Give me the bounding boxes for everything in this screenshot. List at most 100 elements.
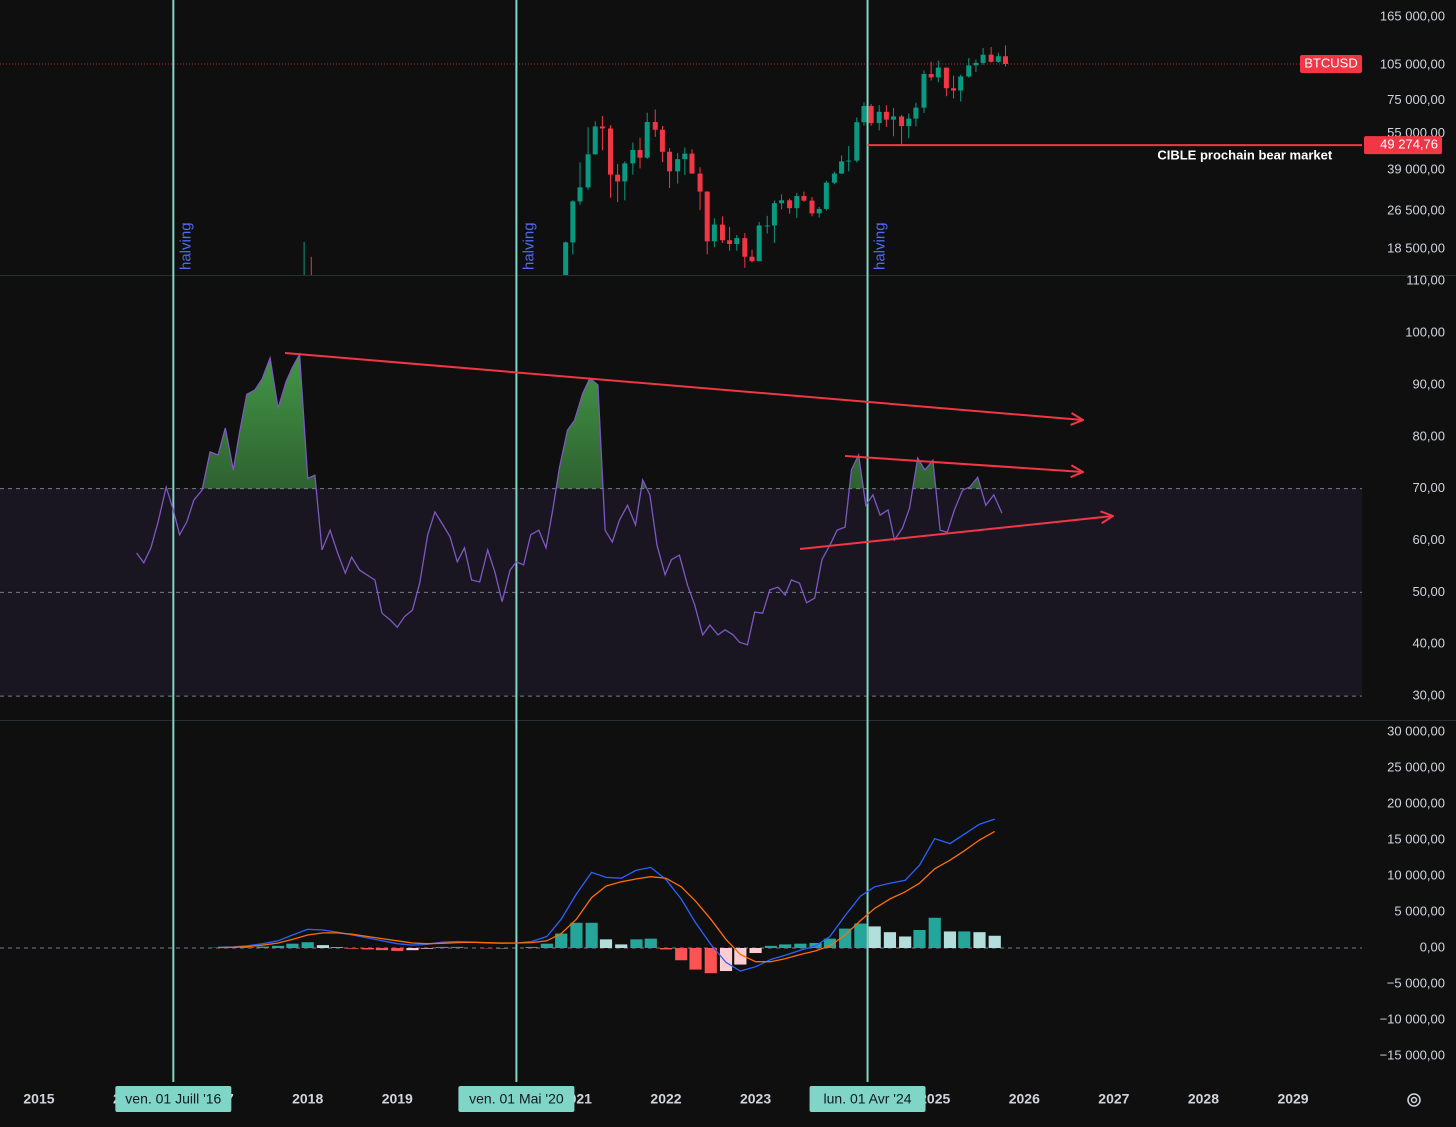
y-tick-label: −15 000,00 [1380, 1047, 1445, 1062]
candle-body [742, 238, 748, 257]
y-tick-label: 18 500,00 [1387, 240, 1445, 255]
histogram-bar [973, 932, 986, 949]
x-tick-label: 2022 [650, 1091, 681, 1107]
target-text: CIBLE prochain bear market [1157, 148, 1332, 163]
candle-body [787, 200, 793, 209]
histogram-bar [630, 939, 643, 949]
histogram-bar [570, 922, 583, 949]
settings-gear-hub[interactable] [1410, 1096, 1418, 1104]
date-badge-label: ven. 01 Juill '16 [125, 1091, 221, 1107]
candle-body [928, 74, 934, 78]
y-tick-label: 75 000,00 [1387, 92, 1445, 107]
histogram-bar [525, 946, 538, 949]
y-tick-label: 50,00 [1412, 584, 1445, 599]
candle-body [630, 149, 636, 164]
candle-body [794, 196, 800, 209]
trend-line [799, 516, 1113, 550]
y-tick-label: 30 000,00 [1387, 723, 1445, 738]
candle-body [749, 256, 755, 262]
candle-body [868, 106, 874, 124]
x-tick-label: 2015 [23, 1091, 54, 1107]
candle-body [854, 122, 860, 161]
y-tick-label: 60,00 [1412, 532, 1445, 547]
date-badge-label: ven. 01 Mai '20 [469, 1091, 564, 1107]
y-tick-label: −10 000,00 [1380, 1011, 1445, 1026]
candle-body [823, 182, 829, 209]
histogram-bar [391, 948, 404, 951]
settings-gear[interactable] [1407, 1093, 1421, 1107]
x-tick-label: 2028 [1188, 1091, 1219, 1107]
y-tick-label: 100,00 [1405, 325, 1445, 340]
histogram-bar [331, 947, 344, 949]
candle-body [570, 201, 576, 243]
rsi-line [136, 352, 1003, 646]
candle-body [951, 88, 957, 91]
x-tick-label: 2023 [740, 1091, 771, 1107]
halving-label: halving [177, 222, 194, 270]
candle-body [771, 203, 777, 226]
y-tick-label: 39 000,00 [1387, 161, 1445, 176]
y-tick-label: −5 000,00 [1387, 975, 1445, 990]
histogram-bar [451, 946, 464, 949]
histogram-bar [854, 923, 867, 949]
x-tick-label: 2027 [1098, 1091, 1129, 1107]
candle-body [756, 225, 762, 262]
candle-body [801, 196, 807, 201]
y-tick-label: 15 000,00 [1387, 831, 1445, 846]
histogram-bar [689, 948, 702, 970]
histogram-bar [899, 936, 912, 949]
y-tick-label: 110,00 [1406, 273, 1445, 288]
candle-body [659, 129, 665, 152]
candle-body [719, 224, 725, 241]
x-tick-label: 2026 [1009, 1091, 1040, 1107]
y-tick-label: 80,00 [1412, 428, 1445, 443]
target-label: 49 274,76 [1380, 137, 1438, 152]
histogram-bar [988, 935, 1001, 949]
histogram-bar [704, 948, 717, 974]
halving-label: halving [872, 222, 889, 270]
y-tick-label: 5 000,00 [1394, 903, 1445, 918]
candle-body [779, 200, 785, 204]
histogram-bar [644, 938, 657, 949]
date-badge [809, 1086, 926, 1112]
candle-body [711, 224, 717, 242]
candle-body [891, 116, 897, 120]
y-tick-label: 70,00 [1412, 480, 1445, 495]
candle-body [839, 161, 845, 174]
histogram-bar [958, 931, 971, 949]
overbought-area [165, 354, 981, 489]
candle-body [704, 191, 710, 242]
settings-icon[interactable] [1407, 1093, 1421, 1107]
histogram-bar [346, 948, 359, 949]
candle-body [883, 111, 889, 120]
halving-label: halving [520, 222, 537, 270]
histogram-bar [316, 945, 330, 949]
histogram-bar [599, 939, 613, 949]
candle-body [1002, 56, 1008, 64]
candle-body [913, 107, 919, 119]
date-badge [115, 1086, 232, 1112]
x-tick-label: 2025 [919, 1091, 950, 1107]
histogram-bar [868, 926, 881, 949]
candle-body [906, 118, 912, 127]
candle-body [637, 149, 643, 158]
y-tick-label: 30,00 [1412, 688, 1445, 703]
y-tick-label: 25 000,00 [1387, 759, 1445, 774]
histogram-bar [794, 943, 807, 949]
trend-lines [284, 352, 1113, 550]
histogram-bar [823, 938, 837, 949]
histogram-bar [256, 946, 269, 949]
candle-body [958, 76, 964, 91]
date-badge-label: lun. 01 Avr '24 [824, 1091, 912, 1107]
candle-body [734, 238, 740, 244]
candle-body [988, 54, 994, 62]
histogram-bar [883, 932, 897, 949]
candle-body [727, 240, 733, 244]
candle-body [831, 173, 837, 183]
histogram-bar [241, 947, 254, 949]
x-tick-label: 2019 [382, 1091, 413, 1107]
histogram-bar [361, 948, 374, 950]
candle-body [585, 154, 591, 188]
histogram-bar [555, 933, 568, 949]
